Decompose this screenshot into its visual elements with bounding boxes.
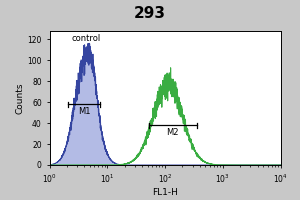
X-axis label: FL1-H: FL1-H <box>152 188 178 197</box>
Y-axis label: Counts: Counts <box>16 82 25 114</box>
Text: M2: M2 <box>167 128 179 137</box>
Text: 293: 293 <box>134 6 166 21</box>
Text: control: control <box>71 34 101 43</box>
Text: M1: M1 <box>78 107 90 116</box>
